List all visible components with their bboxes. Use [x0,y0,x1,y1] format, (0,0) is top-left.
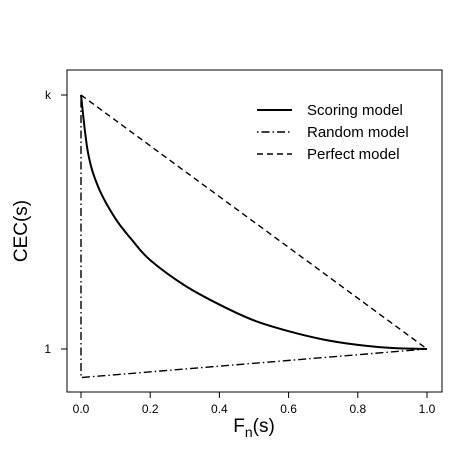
series-line-0 [80,94,428,350]
y-tick-label: k [45,88,52,102]
legend-label-1: Random model [307,124,409,141]
x-axis-label-main: F [233,416,245,437]
series-line-1 [80,95,428,379]
x-axis: 0.0 0.2 0.4 0.6 0.8 1.0 [73,391,436,416]
legend-label-0: Scoring model [307,102,403,119]
x-axis-label: Fn(s) [233,416,275,440]
y-axis: 1k [44,88,68,356]
x-axis-label-subscript: n [245,424,253,440]
series-layer [80,94,428,379]
x-tick-label: 0.2 [142,402,159,416]
x-tick-label: 0.4 [211,402,228,416]
y-axis-label: CEC(s) [11,200,32,262]
x-tick-label: 0.0 [73,402,90,416]
series-line-2 [80,94,428,350]
x-tick-label: 1.0 [419,402,436,416]
y-tick-label: 1 [44,342,51,356]
x-tick-label: 0.8 [349,402,366,416]
legend: Scoring model Random model Perfect model [257,102,409,163]
legend-label-2: Perfect model [307,146,400,163]
x-axis-label-suffix: (s) [253,416,275,437]
x-tick-label: 0.6 [280,402,297,416]
